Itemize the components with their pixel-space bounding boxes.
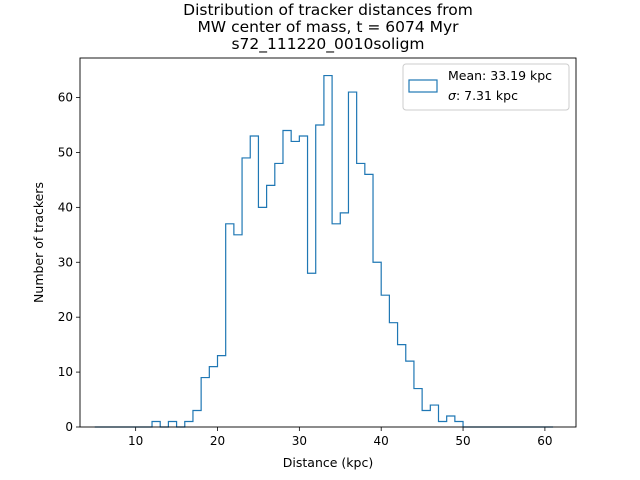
title-line-3: s72_111220_0010soligm bbox=[231, 35, 424, 54]
y-tick-label: 0 bbox=[65, 420, 73, 434]
x-tick-label: 50 bbox=[455, 434, 470, 448]
x-tick-label: 60 bbox=[537, 434, 552, 448]
x-tick-label: 40 bbox=[374, 434, 389, 448]
legend-sigma: σ: 7.31 kpc bbox=[448, 88, 518, 103]
x-tick-label: 20 bbox=[210, 434, 225, 448]
y-tick-label: 40 bbox=[58, 200, 73, 214]
y-tick-label: 20 bbox=[58, 310, 73, 324]
legend-sigma-symbol: σ bbox=[448, 88, 457, 103]
y-tick-label: 10 bbox=[58, 365, 73, 379]
legend: Mean: 33.19 kpc σ: 7.31 kpc bbox=[402, 63, 570, 111]
y-axis-label: Number of trackers bbox=[31, 182, 46, 303]
plot-frame bbox=[79, 57, 577, 428]
legend-mean: Mean: 33.19 kpc bbox=[448, 68, 552, 83]
x-tick-label: 30 bbox=[292, 434, 307, 448]
chart-title: Distribution of tracker distances from M… bbox=[183, 1, 473, 54]
x-tick-label: 10 bbox=[128, 434, 143, 448]
title-line-1: Distribution of tracker distances from bbox=[183, 1, 473, 19]
title-line-2: MW center of mass, t = 6074 Myr bbox=[197, 18, 459, 36]
histogram-step bbox=[94, 74, 554, 428]
y-tick-label: 50 bbox=[58, 145, 73, 159]
legend-sigma-value: : 7.31 kpc bbox=[456, 88, 518, 103]
x-ticks: 10 20 30 40 50 60 bbox=[128, 427, 553, 448]
x-axis-label: Distance (kpc) bbox=[283, 455, 373, 470]
y-tick-label: 60 bbox=[58, 91, 73, 105]
y-ticks: 0 10 20 30 40 50 60 bbox=[58, 91, 80, 434]
legend-box bbox=[402, 63, 570, 111]
legend-swatch bbox=[408, 79, 438, 93]
y-tick-label: 30 bbox=[58, 255, 73, 269]
